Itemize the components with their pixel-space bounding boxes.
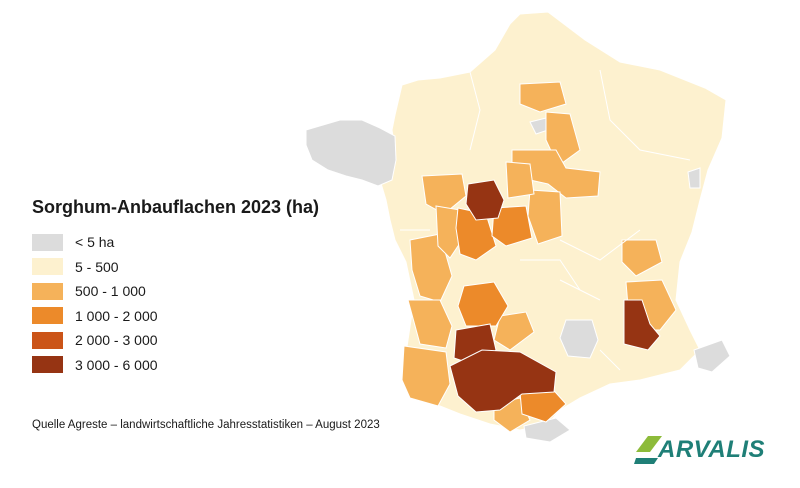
legend-label: 500 - 1 000 [75,283,146,300]
legend-label: < 5 ha [75,234,115,251]
legend-label: 3 000 - 6 000 [75,356,158,373]
legend-item: 3 000 - 6 000 [32,353,319,378]
logo-text: ARVALIS [658,436,766,463]
legend: Sorghum-Anbauflachen 2023 (ha) < 5 ha 5 … [32,197,319,377]
department-borders [400,69,691,371]
legend-item: < 5 ha [32,230,319,255]
legend-swatch [32,282,63,300]
legend-item: 5 - 500 [32,255,319,280]
arvalis-logo: ARVALIS [634,432,782,468]
region-gironde [407,299,453,349]
region-sarthe [421,173,467,215]
region-alpes-maritimes [693,339,731,373]
legend-item: 1 000 - 2 000 [32,304,319,329]
source-note: Quelle Agreste – landwirtschaftliche Jah… [32,419,380,431]
region-tarn-garonne-tarn [449,349,557,413]
legend-swatch [32,331,63,349]
legend-item: 500 - 1 000 [32,279,319,304]
region-dordogne [457,281,509,327]
region-cher [491,205,533,247]
region-loiret [505,161,535,199]
region-landes [401,345,451,407]
region-alsace [687,167,701,189]
legend-label: 5 - 500 [75,258,119,275]
region-lot [493,311,535,351]
region-massif-central [559,319,599,359]
legend-swatch [32,307,63,325]
region-yonne-nievre [527,189,563,245]
legend-label: 2 000 - 3 000 [75,332,158,349]
region-isere [621,239,663,277]
legend-swatch [32,356,63,374]
region-vienne [435,205,463,259]
region-bretagne [305,119,397,187]
legend-label: 1 000 - 2 000 [75,307,158,324]
region-pyrenees-orientales [523,417,571,443]
legend-item: 2 000 - 3 000 [32,328,319,353]
legend-title: Sorghum-Anbauflachen 2023 (ha) [32,197,320,217]
region-ardeche [623,299,661,351]
legend-swatch [32,258,63,276]
logo-mark-icon [634,436,662,464]
region-loir-et-cher [465,179,505,221]
legend-swatch [32,233,63,251]
region-aisne [519,81,567,113]
